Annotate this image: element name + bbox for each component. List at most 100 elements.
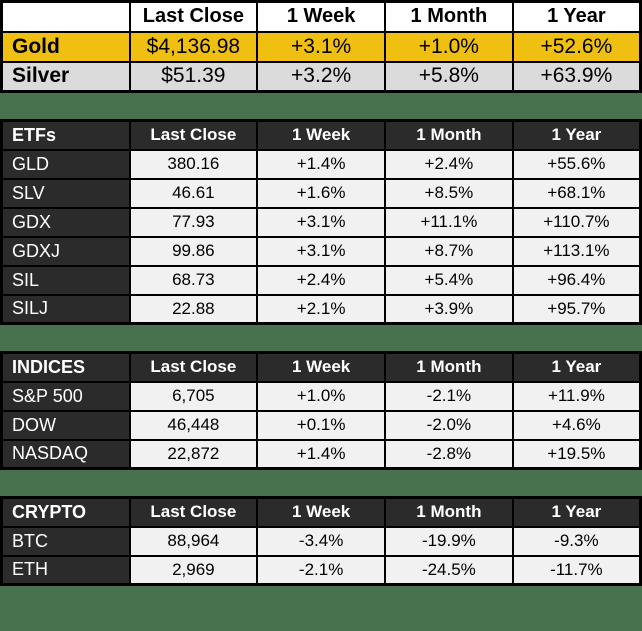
- ticker-label: SLV: [0, 177, 131, 209]
- value-cell: +3.1%: [256, 30, 386, 63]
- value-cell: +95.7%: [511, 293, 642, 325]
- value-cell: 6,705: [128, 380, 259, 412]
- crypto-table: CRYPTO Last Close 1 Week 1 Month 1 Year BTC 88…: [0, 496, 642, 586]
- ticker-label: S&P 500: [0, 380, 131, 412]
- etfs-header-row: ETFs Last Close 1 Week 1 Month 1 Year: [0, 119, 642, 151]
- value-cell: 88,964: [128, 525, 259, 557]
- column-header: 1 Year: [511, 351, 642, 383]
- value-cell: -11.7%: [511, 554, 642, 586]
- value-cell: +2.4%: [256, 264, 386, 296]
- table-row: BTC 88,964 -3.4% -19.9% -9.3%: [0, 525, 642, 557]
- section-title: INDICES: [0, 351, 131, 383]
- value-cell: 46,448: [128, 409, 259, 441]
- value-cell: -19.9%: [384, 525, 514, 557]
- value-cell: -2.0%: [384, 409, 514, 441]
- indices-header-row: INDICES Last Close 1 Week 1 Month 1 Year: [0, 351, 642, 383]
- metals-header-row: Last Close 1 Week 1 Month 1 Year: [0, 0, 642, 33]
- metals-table: Last Close 1 Week 1 Month 1 Year Gold $4,136.…: [0, 0, 642, 93]
- value-cell: -24.5%: [384, 554, 514, 586]
- ticker-label: GLD: [0, 148, 131, 180]
- value-cell: +52.6%: [511, 30, 642, 63]
- table-row: SILJ 22.88 +2.1% +3.9% +95.7%: [0, 293, 642, 325]
- ticker-label: SIL: [0, 264, 131, 296]
- column-header: 1 Week: [256, 0, 386, 33]
- crypto-header-row: CRYPTO Last Close 1 Week 1 Month 1 Year: [0, 496, 642, 528]
- value-cell: +63.9%: [511, 60, 642, 93]
- value-cell: -2.1%: [384, 380, 514, 412]
- table-row: SIL 68.73 +2.4% +5.4% +96.4%: [0, 264, 642, 296]
- value-cell: +68.1%: [511, 177, 642, 209]
- value-cell: +8.7%: [384, 235, 514, 267]
- value-cell: +96.4%: [511, 264, 642, 296]
- ticker-label: GDXJ: [0, 235, 131, 267]
- column-header: Last Close: [128, 496, 259, 528]
- indices-table: INDICES Last Close 1 Week 1 Month 1 Year S&P …: [0, 351, 642, 470]
- corner-cell: [0, 0, 131, 33]
- value-cell: +1.6%: [256, 177, 386, 209]
- value-cell: 46.61: [128, 177, 259, 209]
- column-header: Last Close: [128, 119, 259, 151]
- asset-label: Silver: [0, 60, 131, 93]
- value-cell: +5.8%: [384, 60, 514, 93]
- column-header: 1 Week: [256, 119, 386, 151]
- value-cell: -3.4%: [256, 525, 386, 557]
- value-cell: +2.1%: [256, 293, 386, 325]
- ticker-label: BTC: [0, 525, 131, 557]
- value-cell: $51.39: [128, 60, 259, 93]
- value-cell: +5.4%: [384, 264, 514, 296]
- value-cell: 380.16: [128, 148, 259, 180]
- value-cell: 2,969: [128, 554, 259, 586]
- column-header: 1 Year: [511, 496, 642, 528]
- section-title: ETFs: [0, 119, 131, 151]
- ticker-label: SILJ: [0, 293, 131, 325]
- asset-label: Gold: [0, 30, 131, 63]
- gold-row: Gold $4,136.98 +3.1% +1.0% +52.6%: [0, 30, 642, 63]
- silver-row: Silver $51.39 +3.2% +5.8% +63.9%: [0, 60, 642, 93]
- value-cell: -9.3%: [511, 525, 642, 557]
- value-cell: +11.1%: [384, 206, 514, 238]
- value-cell: +110.7%: [511, 206, 642, 238]
- ticker-label: NASDAQ: [0, 438, 131, 470]
- value-cell: 77.93: [128, 206, 259, 238]
- value-cell: 22.88: [128, 293, 259, 325]
- etfs-table: ETFs Last Close 1 Week 1 Month 1 Year GLD 380.…: [0, 119, 642, 325]
- table-row: GLD 380.16 +1.4% +2.4% +55.6%: [0, 148, 642, 180]
- value-cell: +1.0%: [384, 30, 514, 63]
- ticker-label: DOW: [0, 409, 131, 441]
- value-cell: +3.1%: [256, 206, 386, 238]
- value-cell: +1.0%: [256, 380, 386, 412]
- value-cell: +1.4%: [256, 148, 386, 180]
- value-cell: 68.73: [128, 264, 259, 296]
- value-cell: +0.1%: [256, 409, 386, 441]
- column-header: 1 Month: [384, 496, 514, 528]
- column-header: Last Close: [128, 351, 259, 383]
- value-cell: +3.2%: [256, 60, 386, 93]
- column-header: 1 Year: [511, 0, 642, 33]
- value-cell: 99.86: [128, 235, 259, 267]
- value-cell: +19.5%: [511, 438, 642, 470]
- table-row: GDX 77.93 +3.1% +11.1% +110.7%: [0, 206, 642, 238]
- value-cell: $4,136.98: [128, 30, 259, 63]
- column-header: Last Close: [128, 0, 259, 33]
- value-cell: 22,872: [128, 438, 259, 470]
- column-header: 1 Week: [256, 496, 386, 528]
- table-row: S&P 500 6,705 +1.0% -2.1% +11.9%: [0, 380, 642, 412]
- value-cell: +3.1%: [256, 235, 386, 267]
- table-row: ETH 2,969 -2.1% -24.5% -11.7%: [0, 554, 642, 586]
- ticker-label: ETH: [0, 554, 131, 586]
- column-header: 1 Week: [256, 351, 386, 383]
- table-row: SLV 46.61 +1.6% +8.5% +68.1%: [0, 177, 642, 209]
- section-title: CRYPTO: [0, 496, 131, 528]
- value-cell: +113.1%: [511, 235, 642, 267]
- column-header: 1 Month: [384, 351, 514, 383]
- value-cell: +8.5%: [384, 177, 514, 209]
- column-header: 1 Month: [384, 119, 514, 151]
- column-header: 1 Month: [384, 0, 514, 33]
- table-row: DOW 46,448 +0.1% -2.0% +4.6%: [0, 409, 642, 441]
- value-cell: -2.1%: [256, 554, 386, 586]
- value-cell: -2.8%: [384, 438, 514, 470]
- column-header: 1 Year: [511, 119, 642, 151]
- table-row: GDXJ 99.86 +3.1% +8.7% +113.1%: [0, 235, 642, 267]
- value-cell: +55.6%: [511, 148, 642, 180]
